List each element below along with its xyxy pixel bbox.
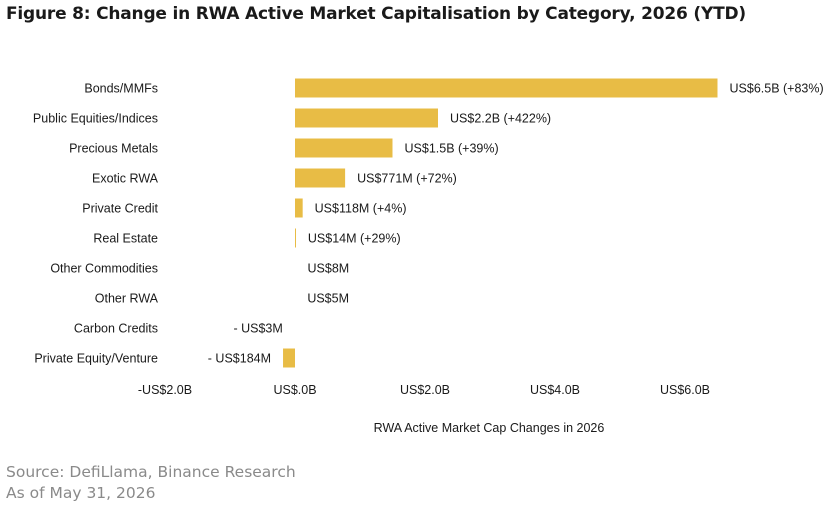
- bar-exotic-rwa: [295, 168, 346, 188]
- data-label-bonds-mmfs: US$6.5B (+83%): [730, 82, 824, 96]
- category-label-carbon-credits: Carbon Credits: [74, 322, 158, 336]
- data-label-real-estate: US$14M (+29%): [308, 232, 401, 246]
- bar-bonds-mmfs: [295, 78, 718, 98]
- data-label-other-commodities: US$8M: [308, 262, 350, 276]
- category-label-private-credit: Private Credit: [82, 202, 158, 216]
- category-label-other-commodities: Other Commodities: [50, 262, 158, 276]
- category-label-precious-metals: Precious Metals: [69, 142, 158, 156]
- x-tick-label: US$4.0B: [530, 383, 580, 397]
- x-tick-label: US$6.0B: [660, 383, 710, 397]
- data-label-exotic-rwa: US$771M (+72%): [357, 172, 457, 186]
- bars-group: [283, 78, 718, 368]
- category-label-real-estate: Real Estate: [93, 232, 158, 246]
- bar-carbon-credits: [294, 319, 295, 338]
- as-of-note: As of May 31, 2026: [6, 484, 156, 502]
- category-label-bonds-mmfs: Bonds/MMFs: [84, 82, 158, 96]
- bar-real-estate: [295, 228, 296, 248]
- bar-private-credit: [295, 198, 303, 218]
- data-label-private-credit: US$118M (+4%): [315, 202, 407, 216]
- category-labels-group: Bonds/MMFs Public Equities/Indices Preciou…: [33, 82, 159, 366]
- bar-private-equity-venture: [283, 348, 295, 368]
- x-axis-ticks-group: -US$2.0B US$.0B US$2.0B US$4.0B US$6.0B: [138, 383, 710, 397]
- x-tick-label: -US$2.0B: [138, 383, 192, 397]
- category-label-exotic-rwa: Exotic RWA: [92, 172, 159, 186]
- bar-public-equities-indices: [295, 108, 438, 128]
- chart-title: Figure 8: Change in RWA Active Market Ca…: [6, 4, 746, 24]
- data-label-precious-metals: US$1.5B (+39%): [405, 142, 499, 156]
- category-label-private-equity-venture: Private Equity/Venture: [34, 352, 158, 366]
- bar-other-commodities: [295, 259, 296, 278]
- data-label-other-rwa: US$5M: [307, 292, 349, 306]
- category-label-public-equities-indices: Public Equities/Indices: [33, 112, 158, 126]
- data-label-private-equity-venture: - US$184M: [208, 352, 271, 366]
- x-tick-label: US$.0B: [273, 383, 316, 397]
- data-label-carbon-credits: - US$3M: [233, 322, 282, 336]
- source-note: Source: DefiLlama, Binance Research: [6, 463, 296, 481]
- bar-other-rwa: [295, 289, 296, 308]
- data-label-public-equities-indices: US$2.2B (+422%): [450, 112, 551, 126]
- x-axis-title: RWA Active Market Cap Changes in 2026: [374, 421, 605, 435]
- bar-precious-metals: [295, 138, 393, 158]
- category-label-other-rwa: Other RWA: [95, 292, 159, 306]
- data-labels-group: US$6.5B (+83%) US$2.2B (+422%) US$1.5B (+3…: [208, 82, 824, 366]
- x-tick-label: US$2.0B: [400, 383, 450, 397]
